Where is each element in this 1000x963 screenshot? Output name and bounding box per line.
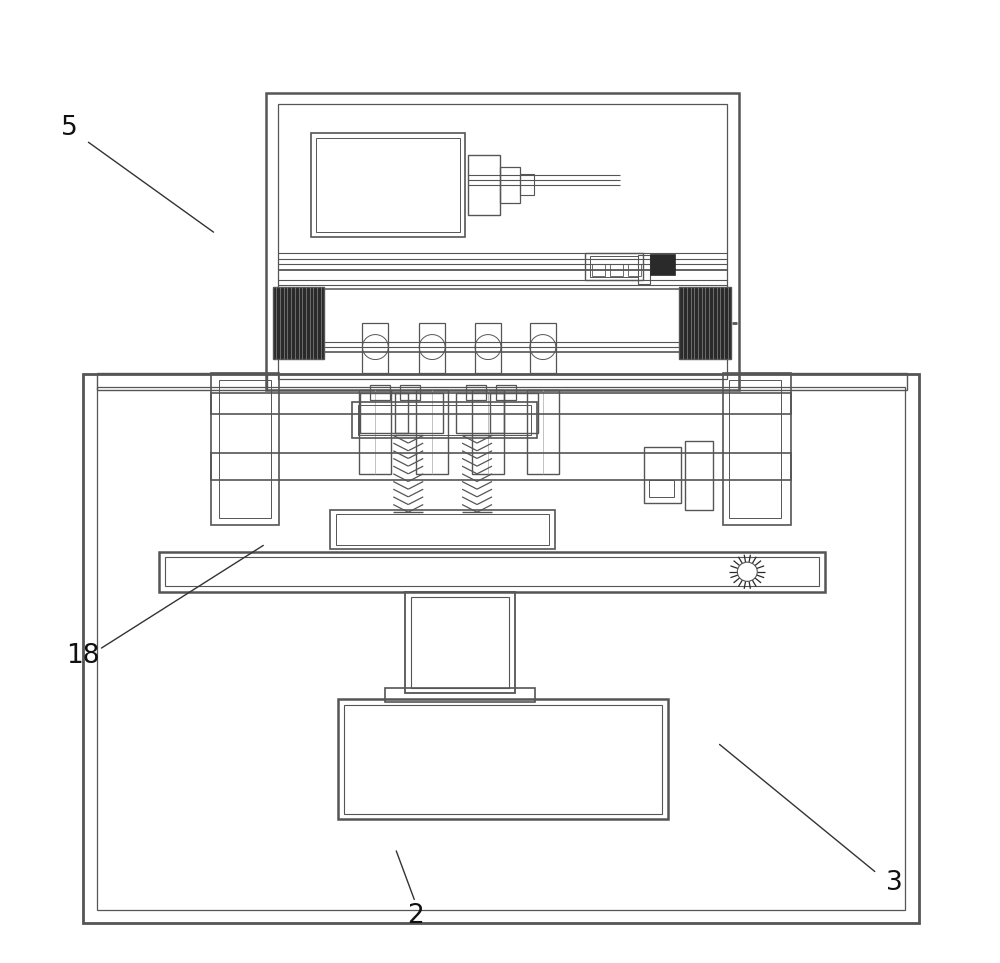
Bar bbox=[490, 393, 538, 433]
Bar bbox=[530, 323, 556, 373]
Bar bbox=[610, 265, 623, 276]
Bar bbox=[644, 447, 681, 503]
Bar bbox=[468, 155, 500, 215]
Bar bbox=[83, 374, 919, 924]
Bar bbox=[520, 174, 534, 195]
Bar bbox=[416, 390, 448, 474]
Bar bbox=[311, 133, 465, 237]
Bar bbox=[278, 104, 727, 378]
Bar bbox=[359, 390, 391, 474]
Bar bbox=[211, 373, 279, 525]
Bar bbox=[362, 323, 388, 373]
Bar bbox=[729, 379, 781, 518]
Bar bbox=[352, 402, 537, 438]
Bar bbox=[739, 373, 907, 390]
Bar bbox=[475, 323, 501, 373]
Bar bbox=[97, 387, 905, 910]
Bar bbox=[336, 514, 549, 545]
Bar bbox=[679, 287, 731, 359]
Bar bbox=[360, 393, 408, 433]
Bar bbox=[585, 253, 643, 280]
Bar bbox=[358, 404, 531, 435]
Bar bbox=[527, 390, 559, 474]
Bar bbox=[395, 393, 443, 433]
Bar bbox=[344, 705, 662, 814]
Bar bbox=[400, 384, 420, 400]
Bar bbox=[159, 552, 825, 592]
Bar bbox=[266, 92, 739, 390]
Text: 3: 3 bbox=[886, 870, 902, 896]
Bar bbox=[590, 256, 638, 277]
Bar bbox=[219, 379, 271, 518]
Bar bbox=[97, 373, 267, 390]
Bar bbox=[638, 255, 650, 284]
Bar bbox=[650, 254, 675, 275]
Bar bbox=[466, 384, 486, 400]
Bar bbox=[370, 384, 390, 400]
Bar bbox=[628, 265, 641, 276]
Bar bbox=[338, 699, 668, 820]
Bar bbox=[649, 480, 674, 497]
Bar bbox=[496, 384, 516, 400]
Bar bbox=[211, 393, 791, 414]
Bar bbox=[385, 688, 535, 702]
Bar bbox=[316, 138, 460, 232]
Bar bbox=[472, 390, 504, 474]
Bar bbox=[411, 597, 509, 688]
Bar bbox=[500, 167, 520, 203]
Bar bbox=[723, 373, 791, 525]
Bar bbox=[165, 558, 819, 586]
Bar bbox=[592, 265, 605, 276]
Bar bbox=[330, 510, 555, 549]
Text: 18: 18 bbox=[66, 643, 100, 669]
Bar bbox=[211, 453, 791, 480]
Bar bbox=[405, 592, 515, 692]
Bar bbox=[419, 323, 445, 373]
Bar bbox=[685, 441, 713, 510]
Text: 5: 5 bbox=[61, 116, 78, 142]
Text: 2: 2 bbox=[407, 902, 424, 928]
Bar bbox=[456, 393, 504, 433]
Bar bbox=[273, 287, 324, 359]
